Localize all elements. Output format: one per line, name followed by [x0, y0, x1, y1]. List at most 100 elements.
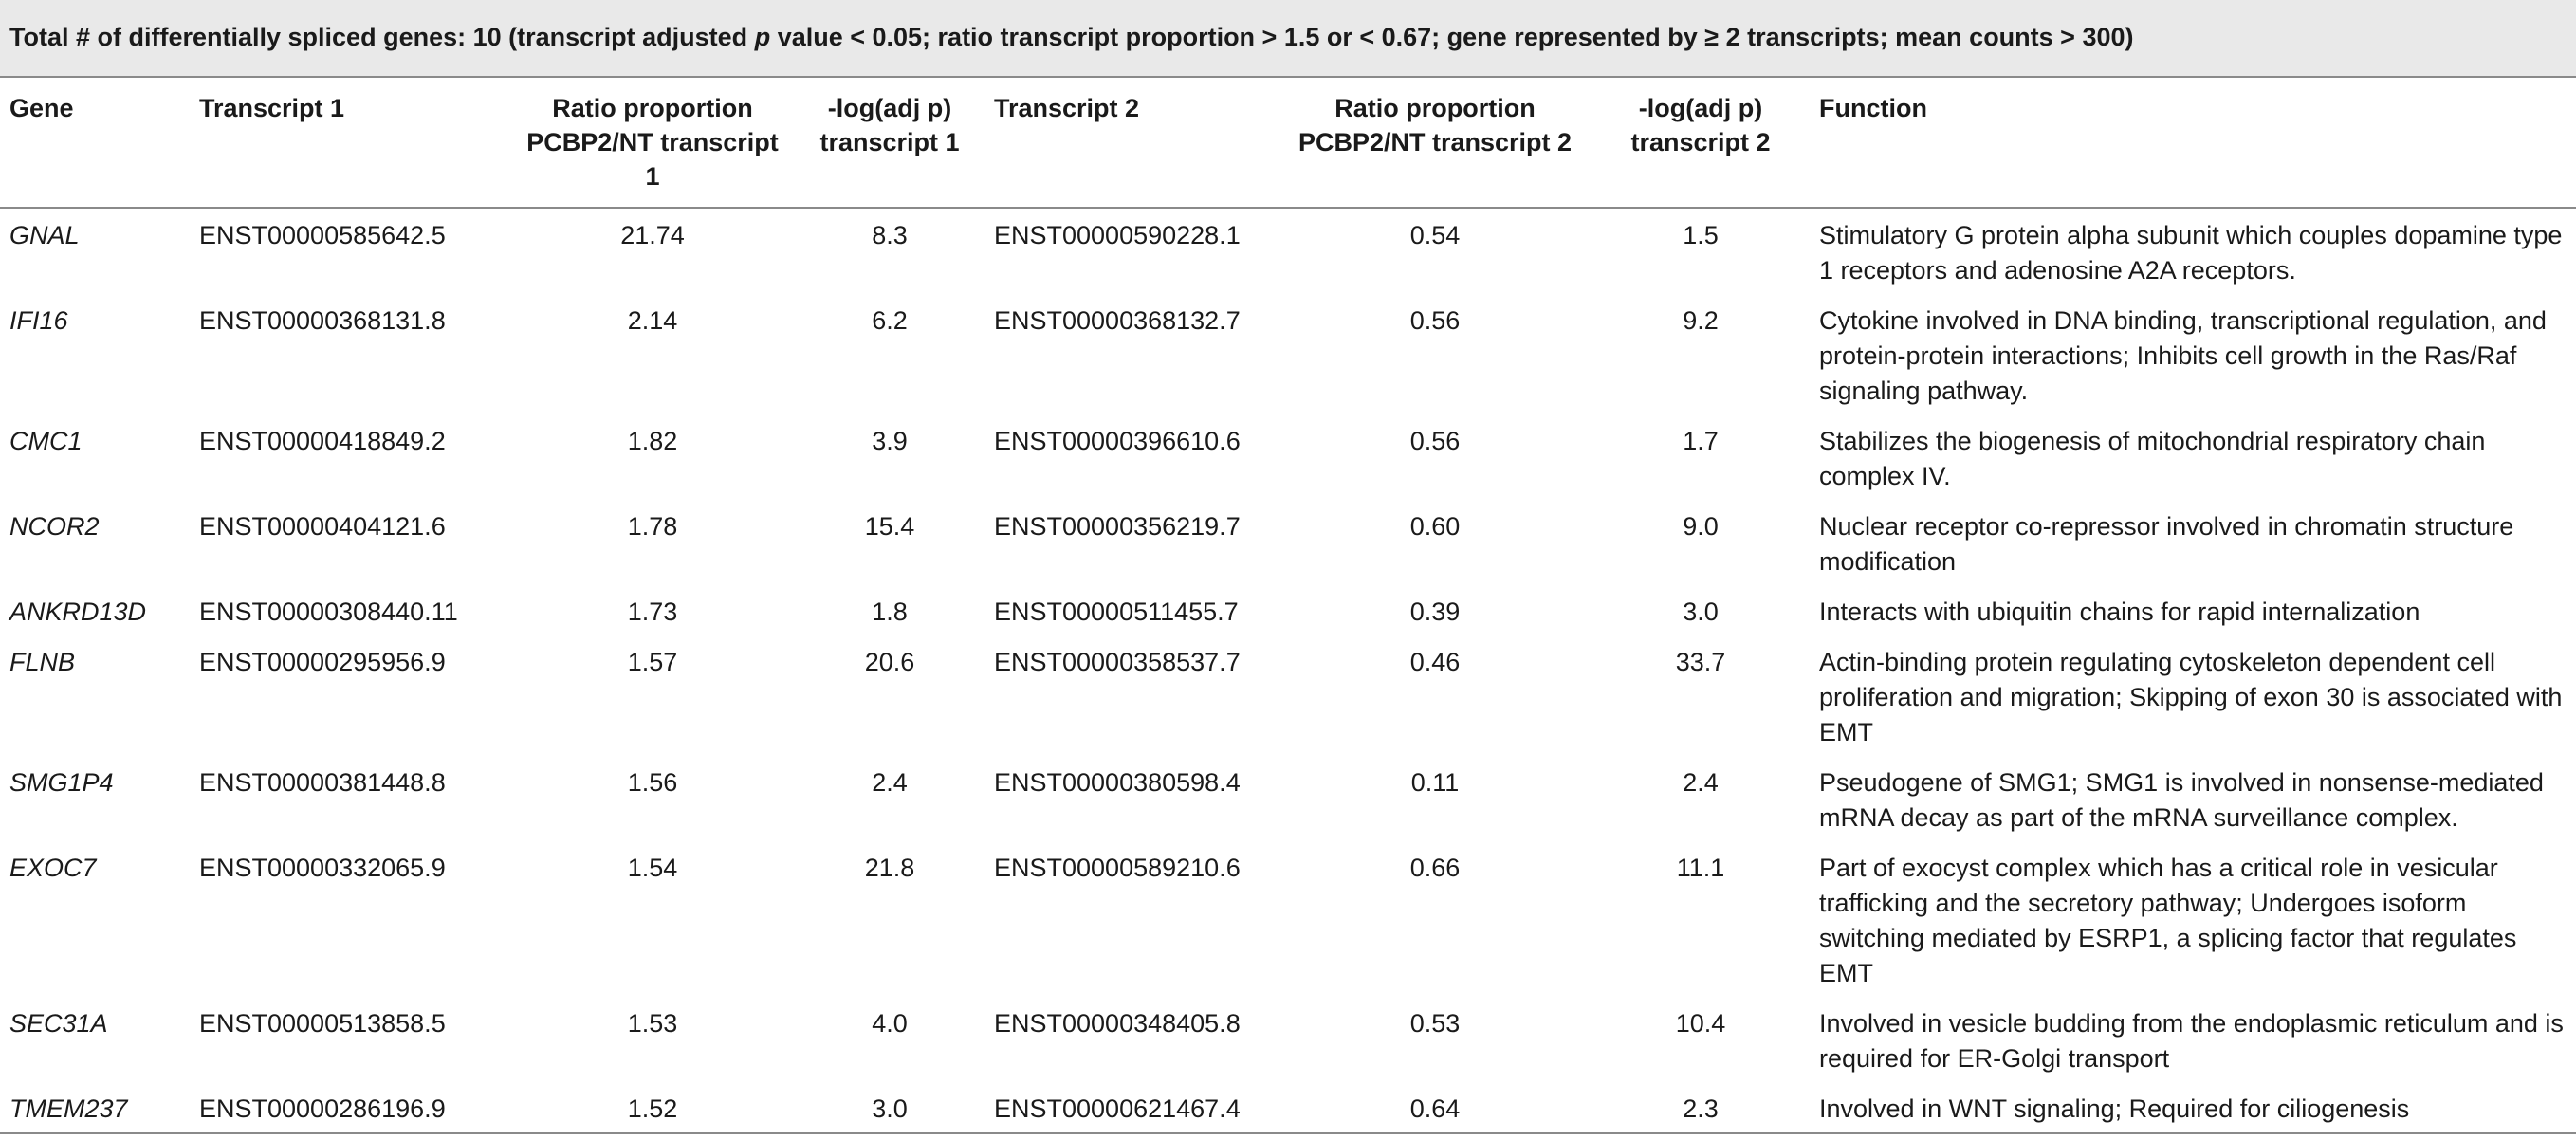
transcript-1-cell: ENST00000286196.9 — [190, 1082, 510, 1134]
ratio-2-cell: 0.64 — [1279, 1082, 1592, 1134]
header-neglog-2: -log(adj p) transcript 2 — [1592, 78, 1810, 209]
gene-cell: SMG1P4 — [9, 768, 114, 797]
gene-cell: EXOC7 — [9, 854, 97, 882]
neglog-1-cell: 20.6 — [864, 648, 915, 676]
ratio-2-cell: 0.46 — [1409, 648, 1461, 676]
neglog-2-cell: 2.4 — [1683, 768, 1719, 797]
function-cell: Actin-binding protein regulating cytoske… — [1819, 648, 2563, 746]
table-row: GNAL ENST00000585642.5 21.74 8.3 ENST000… — [0, 208, 2576, 294]
ratio-1-cell: 1.52 — [510, 1082, 795, 1134]
table-row: EXOC7 ENST00000332065.9 1.54 21.8 ENST00… — [0, 841, 2576, 997]
transcript-2-cell: ENST00000380598.4 — [994, 768, 1241, 797]
transcript-2-cell: ENST00000511455.7 — [994, 598, 1239, 626]
ratio-1-cell: 1.82 — [627, 427, 678, 455]
header-function: Function — [1810, 78, 2576, 209]
ratio-2-cell: 0.54 — [1409, 221, 1461, 249]
gene-cell: CMC1 — [9, 427, 83, 455]
function-cell: Involved in WNT signaling; Required for … — [1810, 1082, 2576, 1134]
header-transcript-1: Transcript 1 — [190, 78, 510, 209]
transcript-1-cell: ENST00000381448.8 — [199, 768, 446, 797]
ratio-2-cell: 0.60 — [1409, 512, 1461, 541]
ratio-2-cell: 0.56 — [1409, 427, 1461, 455]
transcript-1-cell: ENST00000585642.5 — [199, 221, 446, 249]
ratio-1-cell: 1.78 — [627, 512, 678, 541]
neglog-1-cell: 3.0 — [795, 1082, 984, 1134]
ratio-2-cell: 0.39 — [1409, 598, 1461, 626]
header-transcript-2: Transcript 2 — [984, 78, 1279, 209]
function-cell: Stabilizes the biogenesis of mitochondri… — [1819, 427, 2486, 490]
gene-cell: ANKRD13D — [9, 598, 147, 626]
table-row: FLNB ENST00000295956.9 1.57 20.6 ENST000… — [0, 635, 2576, 756]
neglog-2-cell: 2.3 — [1592, 1082, 1810, 1134]
gene-cell: NCOR2 — [9, 512, 100, 541]
caption-p-letter: p — [754, 23, 771, 51]
gene-cell: FLNB — [9, 648, 76, 676]
header-gene: Gene — [0, 78, 190, 209]
neglog-1-cell: 4.0 — [872, 1009, 908, 1038]
function-cell: Cytokine involved in DNA binding, transc… — [1819, 306, 2547, 405]
neglog-1-cell: 1.8 — [872, 598, 908, 626]
function-cell: Pseudogene of SMG1; SMG1 is involved in … — [1819, 768, 2544, 832]
neglog-2-cell: 11.1 — [1676, 854, 1725, 882]
neglog-1-cell: 3.9 — [872, 427, 908, 455]
spliced-genes-table: Gene Transcript 1 Ratio proportion PCBP2… — [0, 78, 2576, 1134]
gene-cell: IFI16 — [9, 306, 68, 335]
transcript-2-cell: ENST00000348405.8 — [994, 1009, 1241, 1038]
ratio-1-cell: 1.57 — [627, 648, 678, 676]
ratio-2-cell: 0.56 — [1409, 306, 1461, 335]
transcript-2-cell: ENST00000621467.4 — [984, 1082, 1279, 1134]
caption-suffix: value < 0.05; ratio transcript proportio… — [770, 23, 2134, 51]
table-row: SMG1P4 ENST00000381448.8 1.56 2.4 ENST00… — [0, 756, 2576, 841]
neglog-2-cell: 3.0 — [1683, 598, 1719, 626]
transcript-2-cell: ENST00000396610.6 — [994, 427, 1241, 455]
neglog-1-cell: 21.8 — [864, 854, 915, 882]
neglog-1-cell: 15.4 — [864, 512, 915, 541]
ratio-1-cell: 1.73 — [627, 598, 678, 626]
table-row: CMC1 ENST00000418849.2 1.82 3.9 ENST0000… — [0, 414, 2576, 500]
ratio-2-cell: 0.11 — [1410, 768, 1460, 797]
header-neglog-1: -log(adj p) transcript 1 — [795, 78, 984, 209]
transcript-2-cell: ENST00000589210.6 — [994, 854, 1241, 882]
neglog-2-cell: 10.4 — [1675, 1009, 1726, 1038]
table-row: IFI16 ENST00000368131.8 2.14 6.2 ENST000… — [0, 294, 2576, 414]
transcript-1-cell: ENST00000418849.2 — [199, 427, 446, 455]
function-cell: Interacts with ubiquitin chains for rapi… — [1819, 598, 2420, 626]
transcript-1-cell: ENST00000404121.6 — [199, 512, 446, 541]
ratio-2-cell: 0.66 — [1409, 854, 1461, 882]
table-caption: Total # of differentially spliced genes:… — [0, 0, 2576, 78]
neglog-1-cell: 8.3 — [872, 221, 908, 249]
function-cell: Stimulatory G protein alpha subunit whic… — [1819, 221, 2563, 285]
transcript-1-cell: ENST00000332065.9 — [199, 854, 446, 882]
transcript-1-cell: ENST00000308440.11 — [199, 598, 458, 626]
gene-cell: SEC31A — [9, 1009, 108, 1038]
neglog-2-cell: 9.2 — [1683, 306, 1719, 335]
neglog-2-cell: 9.0 — [1683, 512, 1719, 541]
gene-cell: GNAL — [9, 221, 80, 249]
transcript-1-cell: ENST00000513858.5 — [199, 1009, 446, 1038]
neglog-1-cell: 6.2 — [872, 306, 908, 335]
neglog-2-cell: 33.7 — [1675, 648, 1726, 676]
transcript-1-cell: ENST00000295956.9 — [199, 648, 446, 676]
function-cell: Nuclear receptor co-repressor involved i… — [1819, 512, 2514, 576]
ratio-1-cell: 2.14 — [627, 306, 678, 335]
header-ratio-1: Ratio proportion PCBP2/NT transcript 1 — [510, 78, 795, 209]
header-row: Gene Transcript 1 Ratio proportion PCBP2… — [0, 78, 2576, 209]
transcript-1-cell: ENST00000368131.8 — [199, 306, 446, 335]
function-cell: Part of exocyst complex which has a crit… — [1819, 854, 2517, 987]
neglog-1-cell: 2.4 — [872, 768, 908, 797]
neglog-2-cell: 1.5 — [1683, 221, 1719, 249]
function-cell: Involved in vesicle budding from the end… — [1819, 1009, 2564, 1073]
ratio-1-cell: 1.53 — [627, 1009, 678, 1038]
transcript-2-cell: ENST00000356219.7 — [994, 512, 1241, 541]
ratio-1-cell: 1.54 — [627, 854, 678, 882]
gene-cell: TMEM237 — [0, 1082, 190, 1134]
table-row: ANKRD13D ENST00000308440.11 1.73 1.8 ENS… — [0, 585, 2576, 635]
ratio-1-cell: 1.56 — [627, 768, 678, 797]
header-ratio-2: Ratio proportion PCBP2/NT transcript 2 — [1279, 78, 1592, 209]
transcript-2-cell: ENST00000358537.7 — [994, 648, 1241, 676]
table-row: SEC31A ENST00000513858.5 1.53 4.0 ENST00… — [0, 997, 2576, 1082]
neglog-2-cell: 1.7 — [1683, 427, 1719, 455]
table-row: TMEM237 ENST00000286196.9 1.52 3.0 ENST0… — [0, 1082, 2576, 1134]
transcript-2-cell: ENST00000368132.7 — [994, 306, 1241, 335]
ratio-2-cell: 0.53 — [1409, 1009, 1461, 1038]
